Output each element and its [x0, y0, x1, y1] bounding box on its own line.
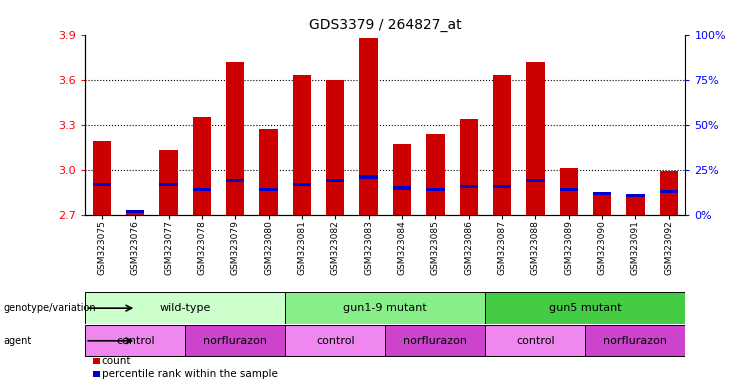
Bar: [126, 210, 144, 215]
Bar: [459, 184, 478, 188]
Bar: [559, 169, 578, 215]
Bar: [393, 144, 411, 215]
Bar: [285, 325, 385, 356]
Text: control: control: [316, 336, 355, 346]
Bar: [93, 183, 111, 186]
Bar: [226, 179, 245, 182]
Text: gun1-9 mutant: gun1-9 mutant: [343, 303, 428, 313]
Bar: [385, 325, 485, 356]
Bar: [426, 188, 445, 192]
Bar: [359, 175, 378, 179]
Text: gun5 mutant: gun5 mutant: [549, 303, 622, 313]
Bar: [259, 129, 278, 215]
Bar: [126, 210, 144, 213]
Bar: [185, 325, 285, 356]
Bar: [493, 75, 511, 215]
Text: agent: agent: [4, 336, 32, 346]
Bar: [526, 179, 545, 182]
Bar: [426, 134, 445, 215]
Text: control: control: [116, 336, 155, 346]
Bar: [359, 38, 378, 215]
Bar: [226, 62, 245, 215]
Bar: [585, 325, 685, 356]
Bar: [593, 192, 611, 195]
Bar: [659, 190, 678, 193]
Bar: [85, 293, 285, 324]
Bar: [393, 186, 411, 190]
Bar: [326, 179, 345, 182]
Text: count: count: [102, 356, 131, 366]
Text: control: control: [516, 336, 555, 346]
Bar: [326, 80, 345, 215]
Bar: [285, 293, 485, 324]
Text: wild-type: wild-type: [159, 303, 211, 313]
Bar: [485, 293, 685, 324]
Text: norflurazon: norflurazon: [603, 336, 668, 346]
Bar: [485, 325, 585, 356]
Bar: [85, 325, 185, 356]
Bar: [459, 119, 478, 215]
Bar: [493, 184, 511, 188]
Title: GDS3379 / 264827_at: GDS3379 / 264827_at: [309, 18, 462, 32]
Bar: [659, 171, 678, 215]
Text: norflurazon: norflurazon: [203, 336, 268, 346]
Bar: [626, 197, 645, 215]
Bar: [526, 62, 545, 215]
Text: genotype/variation: genotype/variation: [4, 303, 96, 313]
Bar: [159, 151, 178, 215]
Bar: [593, 194, 611, 215]
Bar: [159, 183, 178, 186]
Bar: [293, 183, 311, 186]
Bar: [193, 117, 211, 215]
Bar: [193, 188, 211, 192]
Text: norflurazon: norflurazon: [403, 336, 468, 346]
Bar: [259, 188, 278, 192]
Bar: [626, 194, 645, 197]
Text: percentile rank within the sample: percentile rank within the sample: [102, 369, 277, 379]
Bar: [93, 141, 111, 215]
Bar: [293, 75, 311, 215]
Bar: [559, 188, 578, 192]
